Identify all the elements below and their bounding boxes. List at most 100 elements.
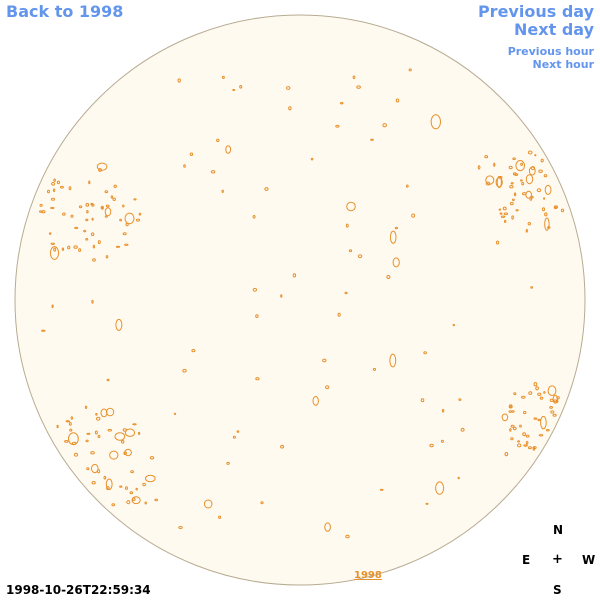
- magnetogram-contours: [39, 68, 565, 539]
- contour-mark: [264, 187, 269, 191]
- contour-mark: [389, 353, 397, 368]
- contour-mark: [255, 314, 259, 319]
- contour-mark: [517, 443, 522, 448]
- contour-mark: [500, 215, 506, 218]
- previous-hour-link[interactable]: Previous hour: [507, 45, 594, 58]
- contour-mark: [498, 176, 503, 179]
- contour-mark: [216, 138, 220, 142]
- contour-mark: [130, 470, 135, 474]
- contour-mark: [47, 189, 50, 194]
- contour-mark: [225, 145, 232, 154]
- contour-mark: [255, 377, 260, 381]
- observation-timestamp: 1998-10-26T22:59:34: [6, 583, 151, 597]
- contour-mark: [547, 226, 551, 229]
- next-day-link[interactable]: Next day: [514, 20, 594, 39]
- contour-mark: [530, 286, 534, 289]
- back-to-year-link[interactable]: Back to 1998: [6, 2, 124, 21]
- contour-mark: [440, 439, 444, 443]
- contour-mark: [535, 386, 539, 391]
- contour-mark: [133, 198, 137, 201]
- contour-mark: [68, 422, 72, 426]
- contour-mark: [533, 417, 538, 420]
- contour-mark: [503, 212, 509, 216]
- contour-mark: [560, 208, 565, 213]
- contour-mark: [145, 474, 156, 483]
- contour-mark: [105, 478, 113, 491]
- contour-mark: [53, 178, 56, 182]
- contour-mark: [525, 228, 528, 233]
- contour-mark: [345, 223, 349, 228]
- contour-mark: [178, 526, 183, 529]
- contour-mark: [103, 475, 107, 480]
- contour-mark: [501, 413, 509, 422]
- contour-mark: [533, 382, 538, 387]
- contour-mark: [527, 222, 531, 226]
- contour-mark: [142, 482, 146, 487]
- contour-mark: [252, 215, 256, 219]
- contour-mark: [509, 202, 514, 206]
- contour-mark: [86, 210, 89, 214]
- contour-mark: [504, 219, 507, 223]
- contour-mark: [222, 75, 225, 80]
- contour-mark: [107, 428, 113, 432]
- contour-mark: [522, 432, 526, 437]
- contour-mark: [370, 138, 374, 141]
- contour-mark: [105, 255, 109, 259]
- contour-mark: [98, 168, 102, 172]
- contour-mark: [115, 245, 121, 248]
- contour-mark: [210, 170, 216, 174]
- contour-mark: [49, 246, 60, 260]
- contour-mark: [496, 240, 500, 245]
- contour-mark: [86, 467, 90, 471]
- contour-mark: [191, 349, 196, 353]
- contour-mark: [68, 186, 72, 191]
- previous-day-link[interactable]: Previous day: [477, 2, 594, 21]
- contour-mark: [325, 385, 330, 390]
- contour-mark: [510, 182, 514, 185]
- compass-south-label: S: [553, 583, 562, 597]
- contour-mark: [92, 258, 96, 262]
- contour-mark: [91, 463, 99, 474]
- contour-mark: [52, 188, 56, 193]
- contour-mark: [517, 440, 520, 443]
- contour-mark: [96, 162, 108, 171]
- contour-mark: [85, 218, 89, 222]
- contour-mark: [513, 392, 517, 396]
- contour-mark: [50, 242, 55, 246]
- contour-mark: [411, 213, 416, 218]
- contour-mark: [322, 358, 327, 363]
- contour-mark: [78, 248, 82, 252]
- contour-mark: [124, 448, 132, 457]
- solar-disk: [14, 14, 586, 586]
- contour-mark: [485, 175, 495, 185]
- contour-mark: [544, 217, 550, 231]
- contour-mark: [70, 416, 74, 420]
- contour-mark: [543, 391, 546, 394]
- year-link[interactable]: 1998: [354, 570, 382, 581]
- contour-mark: [392, 257, 400, 268]
- contour-mark: [536, 188, 542, 193]
- contour-mark: [429, 443, 434, 448]
- contour-mark: [523, 410, 527, 415]
- next-hour-link[interactable]: Next hour: [532, 58, 595, 71]
- contour-mark: [345, 534, 350, 539]
- contour-mark: [534, 154, 537, 157]
- contour-mark: [352, 75, 356, 80]
- contour-mark: [50, 197, 56, 201]
- contour-mark: [90, 232, 95, 236]
- contour-mark: [73, 452, 79, 457]
- contour-mark: [525, 441, 529, 445]
- contour-mark: [154, 498, 159, 502]
- contour-mark: [523, 444, 528, 447]
- contour-mark: [372, 367, 377, 371]
- contour-mark: [97, 469, 101, 474]
- contour-mark: [226, 461, 230, 465]
- contour-mark: [51, 304, 54, 309]
- contour-mark: [129, 491, 134, 495]
- contour-mark: [504, 452, 509, 457]
- contour-mark: [542, 207, 545, 212]
- contour-mark: [83, 229, 87, 233]
- contour-mark: [452, 323, 455, 327]
- contour-mark: [547, 385, 557, 397]
- contour-mark: [85, 238, 89, 241]
